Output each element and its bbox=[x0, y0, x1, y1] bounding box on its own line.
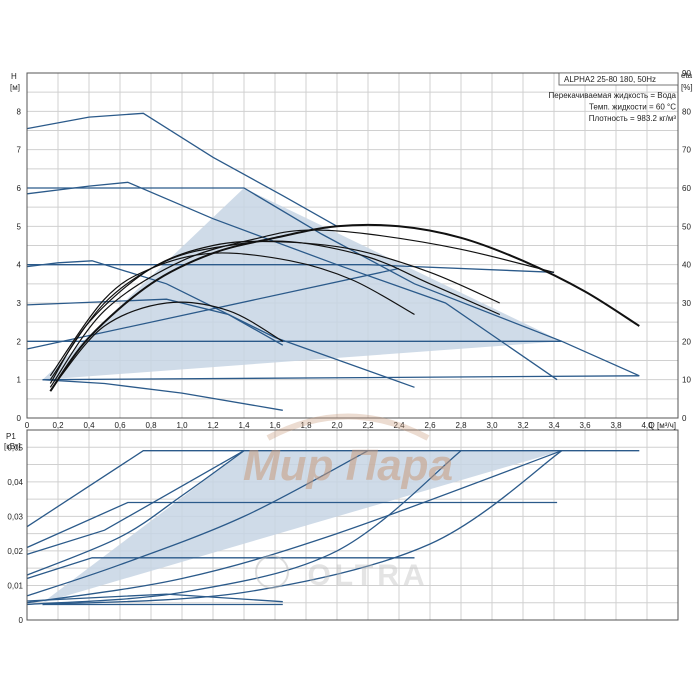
watermark-logo-icon bbox=[255, 555, 289, 589]
y-tick-label: 3 bbox=[17, 299, 22, 308]
x-tick-label: 0,8 bbox=[145, 421, 157, 430]
x-tick-label: 2,4 bbox=[393, 421, 405, 430]
power-curve bbox=[42, 450, 563, 606]
power-y-tick-label: 0,03 bbox=[7, 512, 23, 521]
efficiency-curve bbox=[57, 301, 284, 381]
x-tick-label: 3,8 bbox=[610, 421, 622, 430]
efficiency-curve bbox=[49, 229, 555, 388]
head-curve bbox=[42, 375, 640, 381]
head-curve bbox=[26, 260, 415, 388]
power-y-tick-label: 0,01 bbox=[7, 581, 23, 590]
power-y-tick-label: 0 bbox=[19, 616, 24, 625]
y2-tick-label: 0 bbox=[682, 414, 687, 423]
power-curve bbox=[26, 501, 558, 549]
efficiency-curve bbox=[49, 252, 415, 377]
power-curve bbox=[26, 450, 369, 597]
x-tick-label: 3,2 bbox=[517, 421, 529, 430]
title-box bbox=[558, 72, 679, 86]
power-curve bbox=[26, 450, 640, 528]
y-tick-label: 1 bbox=[17, 376, 22, 385]
head-operating-area bbox=[42, 188, 562, 380]
efficiency-curve bbox=[49, 240, 501, 381]
head-curve bbox=[26, 298, 284, 346]
power-operating-area bbox=[42, 450, 562, 603]
watermark-subtext: OLTRA bbox=[307, 559, 428, 592]
y-tick-label: 5 bbox=[17, 222, 22, 231]
power-curve bbox=[26, 450, 245, 576]
x-tick-label: 1,8 bbox=[300, 421, 312, 430]
x-tick-label: 2,6 bbox=[424, 421, 436, 430]
y2-axis-unit: [%] bbox=[681, 83, 693, 92]
x-tick-label: 0 bbox=[25, 421, 30, 430]
watermark-arc bbox=[266, 413, 430, 441]
y-tick-label: 0 bbox=[17, 414, 22, 423]
y-tick-label: 2 bbox=[17, 337, 22, 346]
x-tick-label: 2,2 bbox=[362, 421, 374, 430]
power-y-tick-label: 0,05 bbox=[7, 443, 23, 452]
info-line: Плотность = 983.2 кг/м³ bbox=[589, 114, 677, 123]
x-tick-label: 2,8 bbox=[455, 421, 467, 430]
y2-axis-label: eta bbox=[681, 71, 693, 80]
efficiency-curve bbox=[49, 240, 501, 384]
x-tick-label: 1,6 bbox=[269, 421, 281, 430]
x-tick-label: 3,6 bbox=[579, 421, 591, 430]
power-curve bbox=[26, 450, 462, 606]
y2-tick-label: 50 bbox=[682, 222, 691, 231]
y2-tick-label: 70 bbox=[682, 146, 691, 155]
head-curve bbox=[26, 112, 338, 227]
y-tick-label: 4 bbox=[17, 261, 22, 270]
power-y-tick-label: 0,04 bbox=[7, 478, 23, 487]
x-tick-label: 1,4 bbox=[238, 421, 250, 430]
power-curve bbox=[26, 450, 563, 604]
head-curve bbox=[27, 264, 555, 273]
x-tick-label: 0,2 bbox=[52, 421, 64, 430]
y2-tick-label: 80 bbox=[682, 107, 691, 116]
y2-tick-label: 40 bbox=[682, 261, 691, 270]
x-tick-label: 1,2 bbox=[207, 421, 219, 430]
head-curve bbox=[42, 379, 283, 411]
head-curve bbox=[26, 181, 558, 381]
power-y-tick-label: 0,02 bbox=[7, 547, 23, 556]
power-frame bbox=[26, 429, 679, 621]
x-tick-label: 0,6 bbox=[114, 421, 126, 430]
x-tick-label: 0,4 bbox=[83, 421, 95, 430]
x-tick-label: 3,0 bbox=[486, 421, 498, 430]
power-curve bbox=[26, 557, 415, 580]
y2-tick-label: 20 bbox=[682, 337, 691, 346]
y2-tick-label: 60 bbox=[682, 184, 691, 193]
power-y-axis-label: P1 bbox=[6, 432, 16, 441]
y2-tick-label: 90 bbox=[682, 69, 691, 78]
power-y-axis-unit: [кВт] bbox=[4, 442, 21, 451]
y-tick-label: 7 bbox=[17, 146, 22, 155]
power-curve bbox=[26, 450, 245, 556]
y-axis-label: H bbox=[11, 72, 17, 81]
x-axis-label: Q [м³/ч] bbox=[649, 421, 676, 430]
y-axis-unit: [м] bbox=[10, 83, 20, 92]
head-curve bbox=[27, 187, 640, 377]
watermark-text: Мир Пара bbox=[243, 441, 453, 490]
info-line: Темп. жидкости = 60 °C bbox=[589, 103, 676, 112]
chart-title: ALPHA2 25-80 180, 50Hz bbox=[564, 75, 656, 84]
head-frame bbox=[26, 72, 679, 419]
x-tick-label: 2,0 bbox=[331, 421, 343, 430]
y-tick-label: 6 bbox=[17, 184, 22, 193]
y2-tick-label: 30 bbox=[682, 299, 691, 308]
info-line: Перекачиваемая жидкость = Вода bbox=[549, 91, 677, 100]
y2-tick-label: 10 bbox=[682, 376, 691, 385]
x-tick-label: 4,0 bbox=[641, 421, 653, 430]
x-tick-label: 3,4 bbox=[548, 421, 560, 430]
x-tick-label: 1,0 bbox=[176, 421, 188, 430]
head-curve bbox=[26, 267, 400, 350]
y-tick-label: 8 bbox=[17, 107, 22, 116]
